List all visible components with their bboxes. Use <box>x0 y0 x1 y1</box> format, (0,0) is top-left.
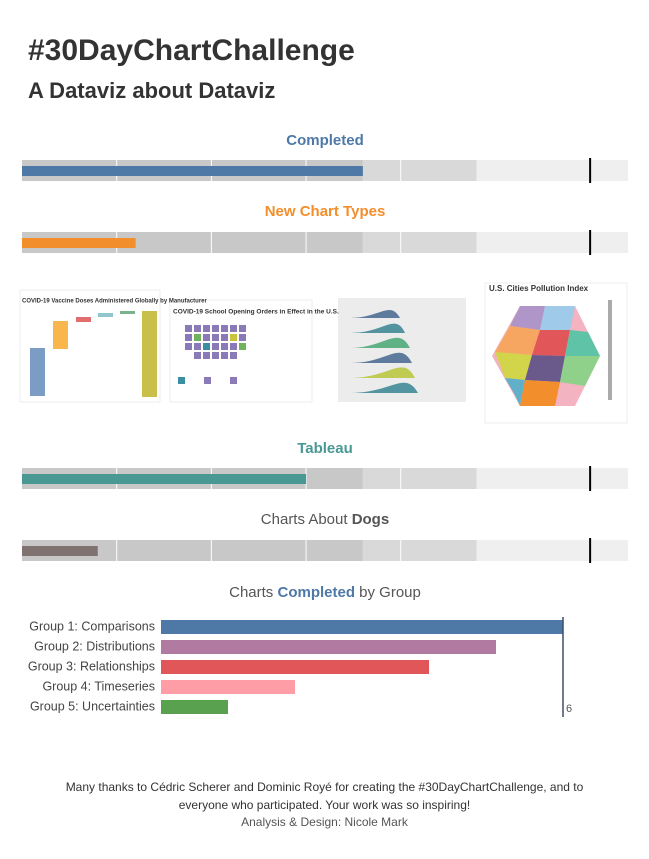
y-tick-label: Group 5: Uncertainties <box>30 699 155 713</box>
y-tick-label: Group 3: Relationships <box>28 659 155 673</box>
title-part: Completed <box>277 584 355 601</box>
title-part: Dogs <box>352 511 390 528</box>
title-part: Charts <box>229 584 277 601</box>
range-band <box>476 540 628 561</box>
thumbnail-shape <box>76 317 91 322</box>
title-part: by Group <box>355 584 421 601</box>
chart-title: Completed <box>286 132 364 149</box>
reference-label: 6 <box>566 703 572 715</box>
thumbnails <box>19 282 628 424</box>
range-band <box>362 160 477 181</box>
y-tick-label: Group 2: Distributions <box>34 639 155 653</box>
range-band <box>476 232 628 253</box>
range-band <box>362 232 477 253</box>
bar <box>22 474 307 484</box>
thumbnail-shape <box>30 348 45 396</box>
bar <box>161 640 496 654</box>
page-subtitle: A Dataviz about Dataviz <box>28 78 276 103</box>
thumbnail-title: COVID-19 Vaccine Doses Administered Glob… <box>22 299 207 305</box>
bar <box>22 166 363 176</box>
chart-title: Charts About Dogs <box>261 511 389 528</box>
thumbnail-title: COVID-19 School Opening Orders in Effect… <box>173 309 339 316</box>
title-part: Charts About <box>261 511 352 528</box>
footer-thanks: Many thanks to Cédric Scherer and Domini… <box>65 780 584 812</box>
thumbnail-ridges <box>350 310 460 393</box>
range-band <box>22 540 363 561</box>
chart-title: Tableau <box>297 440 353 457</box>
y-tick-label: Group 4: Timeseries <box>42 679 155 693</box>
range-band <box>476 160 628 181</box>
bar <box>161 680 295 694</box>
title-part: Completed <box>286 132 364 149</box>
thumbnail-title: U.S. Cities Pollution Index <box>489 284 589 293</box>
bar <box>161 660 429 674</box>
page-title: #30DayChartChallenge <box>28 34 355 67</box>
thumbnail-frame <box>169 299 313 403</box>
bar <box>161 620 563 634</box>
title-part: Tableau <box>297 440 353 457</box>
thumbnail-cells <box>495 306 600 406</box>
bar <box>161 700 228 714</box>
thumbnail-shape <box>142 311 157 397</box>
title-part: New Chart Types <box>265 203 386 220</box>
footer-credit: Analysis & Design: Nicole Mark <box>241 815 408 829</box>
thumbnail-shape <box>98 313 113 317</box>
thumbnail-shape <box>53 321 68 349</box>
bar <box>22 238 136 248</box>
range-band <box>362 540 477 561</box>
thumbnail-grid <box>178 325 246 384</box>
chart-title: Charts Completed by Group <box>229 584 421 601</box>
range-band <box>476 468 628 489</box>
range-band <box>362 468 477 489</box>
chart-title: New Chart Types <box>265 203 386 220</box>
thumbnail-legend <box>608 300 612 400</box>
y-tick-label: Group 1: Comparisons <box>29 619 155 633</box>
thumbnail-shape <box>120 311 135 314</box>
bar <box>22 546 98 556</box>
